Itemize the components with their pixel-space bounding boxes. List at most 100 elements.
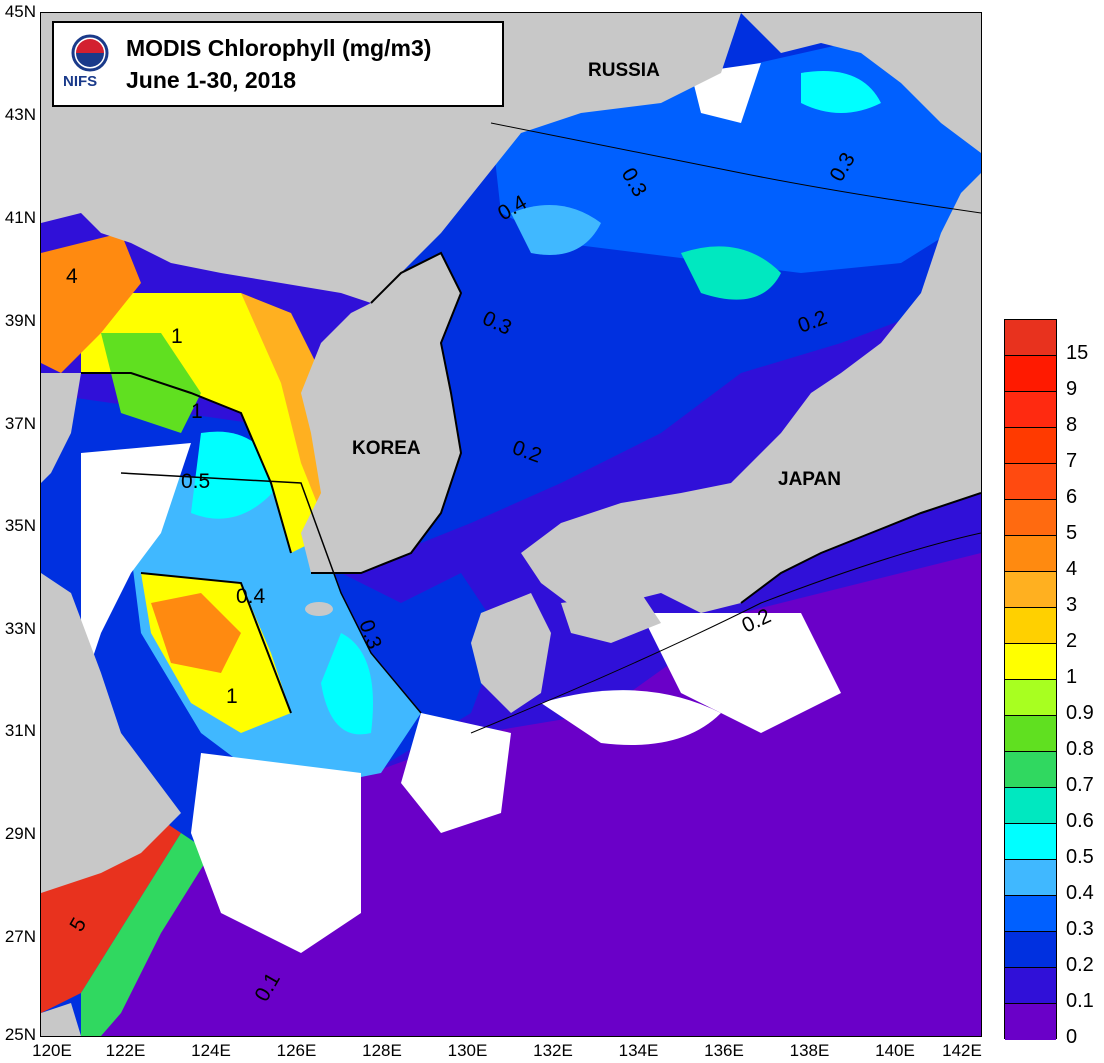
band-green-west xyxy=(101,333,201,433)
colorbar-cell xyxy=(1005,788,1056,824)
nifs-logo-icon xyxy=(71,34,109,72)
colorbar-cell xyxy=(1005,680,1056,716)
colorbar-cell xyxy=(1005,752,1056,788)
band-0.5-d xyxy=(321,633,373,735)
colorbar-cell xyxy=(1005,320,1056,356)
contour-0.3-north xyxy=(490,122,981,214)
colorbar-cell xyxy=(1005,968,1056,1004)
colorbar-cell xyxy=(1005,428,1056,464)
colorbar-cell xyxy=(1005,716,1056,752)
land-shikoku xyxy=(561,593,661,643)
lon-tick-label: 124E xyxy=(191,1041,231,1060)
lat-tick-label: 45N xyxy=(4,2,36,21)
colorbar-label: 3 xyxy=(1066,594,1078,616)
band-0.5-b xyxy=(681,246,781,300)
lat-tick-label: 29N xyxy=(4,824,36,843)
lon-tick-label: 140E xyxy=(875,1041,915,1060)
colorbar-cell xyxy=(1005,824,1056,860)
lon-tick-label: 136E xyxy=(704,1041,744,1060)
land-china-east-coast xyxy=(41,573,181,893)
lon-tick-label: 134E xyxy=(618,1041,659,1060)
lat-tick-label: 25N xyxy=(4,1025,36,1044)
colorbar-label: 8 xyxy=(1066,414,1078,436)
lat-tick-label: 41N xyxy=(4,208,36,227)
lat-tick-label: 37N xyxy=(4,414,36,433)
contour-1-bohai xyxy=(81,372,292,554)
land-russia xyxy=(741,13,981,153)
colorbar-label: 0.3 xyxy=(1066,918,1094,940)
lat-tick-label: 33N xyxy=(4,619,36,638)
contour-value-label: 0.1 xyxy=(250,969,285,1006)
band-green-coast-china xyxy=(81,833,211,1036)
contour-0.5 xyxy=(120,472,422,714)
lon-tick-label: 142E xyxy=(942,1041,982,1060)
band-2-orange-south xyxy=(151,593,241,673)
region-label-russia: RUSSIA xyxy=(588,60,660,81)
colorbar-label: 0.1 xyxy=(1066,990,1094,1012)
contour-0.2-south xyxy=(470,532,981,734)
contour-value-label: 1 xyxy=(226,685,238,708)
colorbar-cell xyxy=(1005,932,1056,968)
coast-contour-korea xyxy=(311,251,463,574)
band-0.5-a xyxy=(511,205,601,255)
lon-tick-label: 120E xyxy=(32,1041,72,1060)
band-2-orange-bohai xyxy=(41,233,141,373)
lat-tick-label: 39N xyxy=(4,311,36,330)
colorbar-cell xyxy=(1005,896,1056,932)
land-kyushu xyxy=(471,593,551,713)
colorbar-label: 6 xyxy=(1066,486,1078,508)
colorbar-cell xyxy=(1005,644,1056,680)
coast-contour-japan xyxy=(740,492,981,604)
map-title: MODIS Chlorophyll (mg/m3) xyxy=(126,35,432,61)
no-data-east-china-sea xyxy=(191,753,361,953)
lon-tick-label: 130E xyxy=(447,1041,488,1060)
colorbar-label: 0.7 xyxy=(1066,774,1094,796)
colorbar-label: 0.4 xyxy=(1066,882,1094,904)
colorbar-label: 15 xyxy=(1066,342,1089,364)
band-0.5-e xyxy=(801,71,881,113)
contour-value-label: 4 xyxy=(66,265,78,288)
colorbar-label: 2 xyxy=(1066,630,1078,652)
contour-value-label: 1 xyxy=(171,325,183,348)
map-date-range: June 1-30, 2018 xyxy=(126,67,297,93)
land-korea xyxy=(301,253,461,573)
colorbar-label: 0.2 xyxy=(1066,954,1094,976)
colorbar-cell xyxy=(1005,356,1056,392)
colorbar-label: 0.8 xyxy=(1066,738,1094,760)
colorbar-label: 1 xyxy=(1066,666,1078,688)
band-0.4-north xyxy=(491,13,981,273)
chlorophyll-map: 0.3 0.3 0.4 0.3 0.2 0.2 0.2 0.5 1 1 4 0.4 0.3 1 0.1 5 N… xyxy=(40,12,982,1037)
lon-tick-label: 128E xyxy=(362,1041,402,1060)
colorbar-cell xyxy=(1005,572,1056,608)
title-box: NIFS MODIS Chlorophyll (mg/m3) June 1-30… xyxy=(52,21,504,107)
colorbar-cell xyxy=(1005,464,1056,500)
contour-value-label: 0.5 xyxy=(181,470,210,493)
colorbar-label: 4 xyxy=(1066,558,1078,580)
colorbar-cell xyxy=(1005,536,1056,572)
no-data-pacific-c xyxy=(401,713,511,833)
contour-1-south xyxy=(140,572,292,714)
land-japan-honshu xyxy=(521,173,981,613)
colorbar xyxy=(1004,319,1057,1040)
region-label-japan: JAPAN xyxy=(778,469,841,490)
contour-value-label: 1 xyxy=(191,400,203,423)
lon-tick-label: 138E xyxy=(789,1041,830,1060)
lon-tick-label: 132E xyxy=(533,1041,573,1060)
colorbar-cell xyxy=(1005,1004,1056,1040)
colorbar-cell xyxy=(1005,500,1056,536)
colorbar-label: 0 xyxy=(1066,1026,1078,1048)
land-taiwan xyxy=(41,1003,81,1036)
no-data-yellow-sea xyxy=(81,443,191,693)
lat-tick-label: 43N xyxy=(4,105,36,124)
lat-tick-label: 31N xyxy=(4,721,36,740)
colorbar-label: 9 xyxy=(1066,378,1078,400)
lon-tick-label: 126E xyxy=(276,1041,317,1060)
land-china-west xyxy=(41,373,81,483)
colorbar-cell xyxy=(1005,608,1056,644)
land-jeju xyxy=(305,602,333,616)
colorbar-cell xyxy=(1005,860,1056,896)
no-data-pacific-b xyxy=(641,613,841,733)
lat-tick-label: 35N xyxy=(4,516,36,535)
logo-text: NIFS xyxy=(63,73,98,90)
